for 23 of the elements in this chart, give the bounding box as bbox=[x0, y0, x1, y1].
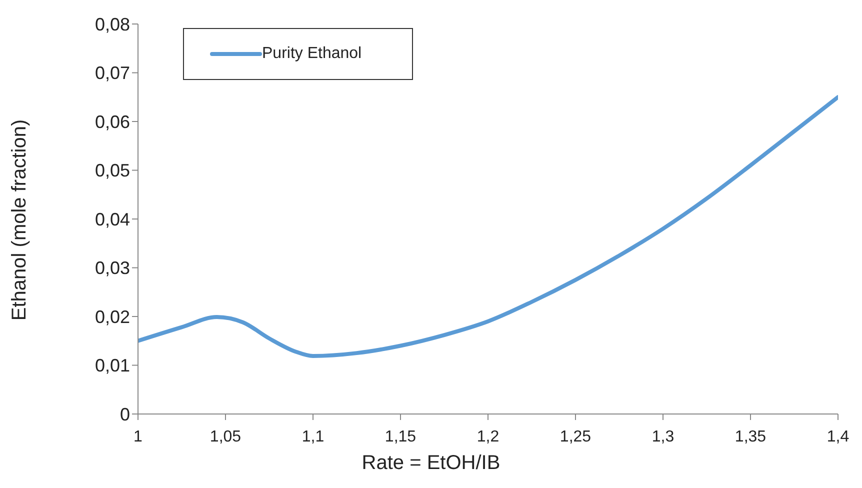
y-axis-title: Ethanol (mole fraction) bbox=[8, 119, 32, 321]
x-tick-label: 1,3 bbox=[652, 428, 674, 446]
x-tick-label: 1,4 bbox=[826, 428, 850, 446]
x-tick-label: 1 bbox=[134, 428, 143, 446]
x-tick-label: 1,2 bbox=[476, 428, 500, 446]
y-tick-label: 0,03 bbox=[94, 258, 130, 278]
x-tick-label: 1,05 bbox=[210, 428, 242, 446]
y-tick-label: 0 bbox=[120, 404, 130, 424]
legend: Purity Ethanol bbox=[183, 28, 413, 80]
y-tick-label: 0,02 bbox=[94, 306, 130, 327]
y-tick-label: 0,04 bbox=[94, 209, 130, 230]
x-tick-label: 1,35 bbox=[734, 428, 766, 446]
legend-label: Purity Ethanol bbox=[262, 45, 362, 63]
x-axis-title: Rate = EtOH/IB bbox=[360, 452, 502, 475]
x-tick-label: 1,25 bbox=[560, 428, 592, 446]
y-tick-label: 0,08 bbox=[94, 14, 130, 34]
x-tick-label: 1,15 bbox=[384, 428, 416, 446]
y-tick-label: 0,01 bbox=[94, 356, 130, 376]
x-tick-label: 1,1 bbox=[302, 428, 324, 446]
y-tick-label: 0,06 bbox=[94, 112, 130, 132]
y-tick-label: 0,05 bbox=[94, 160, 130, 181]
line-series bbox=[138, 95, 838, 358]
y-tick-label: 0,07 bbox=[94, 63, 130, 84]
